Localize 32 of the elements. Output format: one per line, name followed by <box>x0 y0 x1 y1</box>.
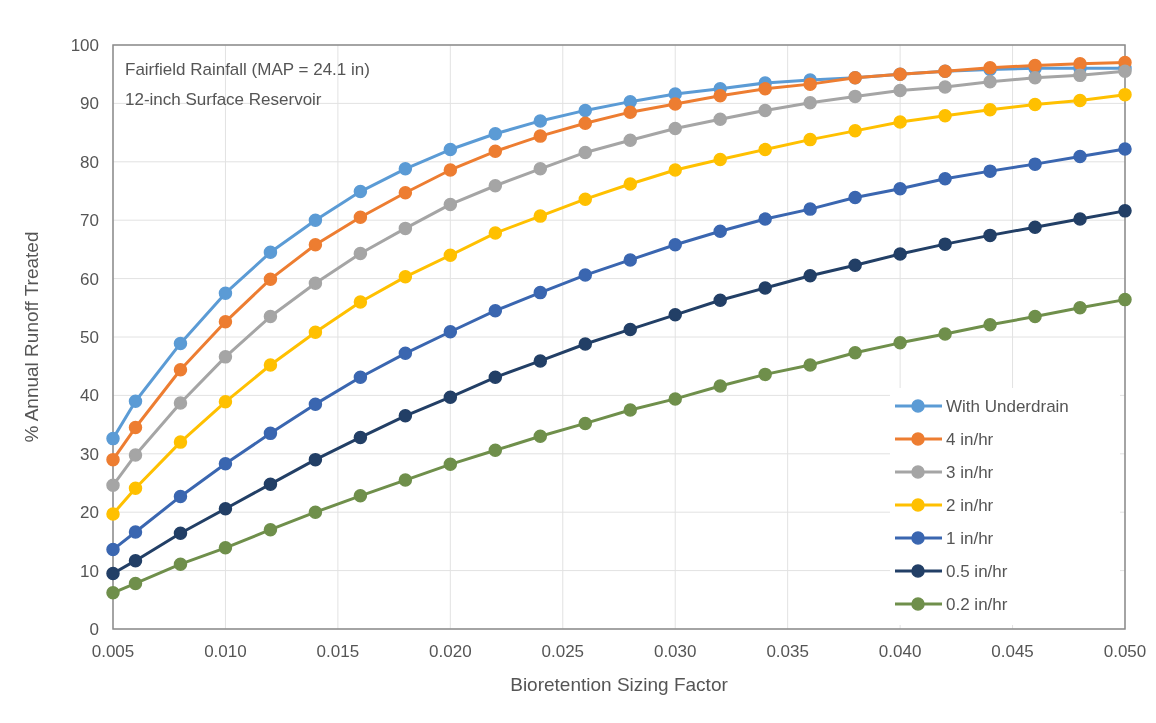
legend-label: 2 in/hr <box>946 495 994 515</box>
y-tick-label: 60 <box>80 269 99 289</box>
x-tick-label: 0.015 <box>316 642 360 661</box>
legend-label: 0.5 in/hr <box>946 561 1008 581</box>
x-tick-label: 0.010 <box>204 642 247 661</box>
annotation: Fairfield Rainfall (MAP = 24.1 in) <box>125 60 370 79</box>
legend-label: With Underdrain <box>946 396 1069 416</box>
x-tick-label: 0.025 <box>541 642 585 661</box>
y-axis-title: % Annual Runoff Treated <box>21 231 42 443</box>
x-tick-label: 0.035 <box>766 642 809 661</box>
y-tick-label: 50 <box>80 327 99 347</box>
y-tick-label: 10 <box>80 561 99 581</box>
y-tick-label: 30 <box>80 444 99 464</box>
y-tick-label: 40 <box>80 386 99 406</box>
x-tick-label: 0.020 <box>429 642 472 661</box>
legend-label: 0.2 in/hr <box>946 594 1008 614</box>
annotation: 12-inch Surface Reservoir <box>125 90 322 109</box>
y-tick-label: 90 <box>80 94 99 114</box>
x-tick-label: 0.005 <box>91 642 135 661</box>
x-tick-label: 0.030 <box>653 642 697 661</box>
x-tick-label: 0.045 <box>991 642 1034 661</box>
legend-label: 3 in/hr <box>946 462 994 482</box>
x-axis-title: Bioretention Sizing Factor <box>510 674 729 695</box>
y-tick-label: 80 <box>80 152 99 172</box>
y-tick-label: 20 <box>80 503 99 523</box>
x-tick-label: 0.050 <box>1103 642 1147 661</box>
x-tick-label: 0.040 <box>878 642 922 661</box>
legend-label: 4 in/hr <box>946 429 994 449</box>
y-tick-label: 70 <box>80 211 99 231</box>
legend-label: 1 in/hr <box>946 528 994 548</box>
y-tick-label: 0 <box>89 619 99 639</box>
y-tick-label: 100 <box>70 35 99 55</box>
